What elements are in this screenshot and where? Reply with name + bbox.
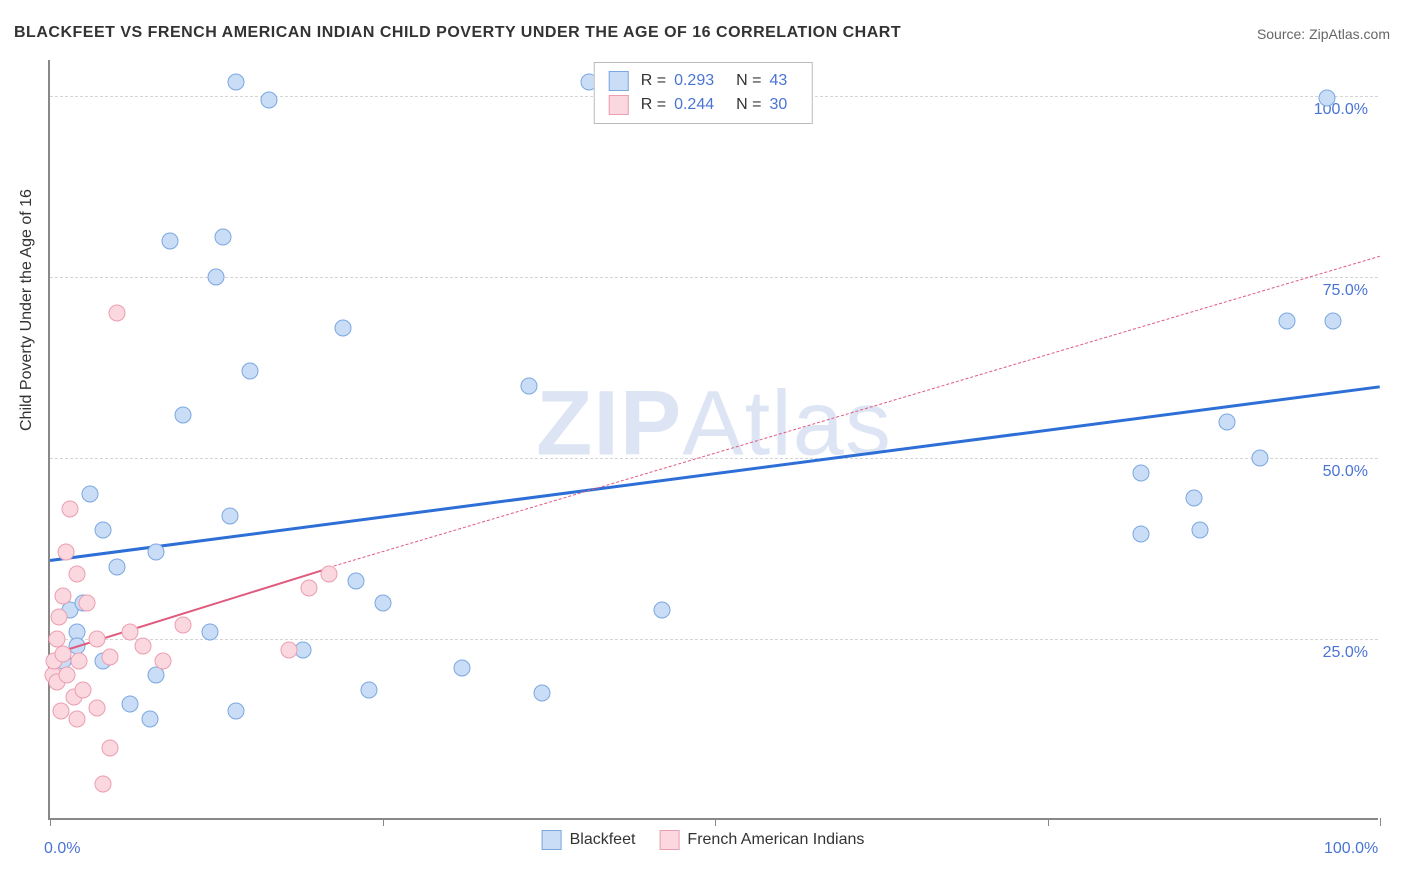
data-point (321, 565, 338, 582)
data-point (95, 775, 112, 792)
data-point (228, 703, 245, 720)
data-point (81, 486, 98, 503)
gridline (50, 458, 1378, 459)
x-tick (1048, 818, 1049, 826)
data-point (95, 522, 112, 539)
x-tick (715, 818, 716, 826)
data-point (51, 609, 68, 626)
series-legend: Blackfeet French American Indians (536, 830, 871, 850)
data-point (68, 710, 85, 727)
data-point (1318, 89, 1335, 106)
data-point (161, 232, 178, 249)
data-point (1192, 522, 1209, 539)
x-axis-max-label: 100.0% (1324, 840, 1378, 858)
data-point (55, 645, 72, 662)
data-point (1132, 464, 1149, 481)
data-point (208, 269, 225, 286)
data-point (334, 319, 351, 336)
plot-area: ZIPAtlas 25.0%50.0%75.0%100.0% (48, 60, 1378, 820)
legend-swatch (609, 71, 629, 91)
data-point (121, 623, 138, 640)
data-point (148, 667, 165, 684)
data-point (228, 73, 245, 90)
data-point (155, 652, 172, 669)
legend-item: French American Indians (659, 830, 864, 850)
data-point (454, 660, 471, 677)
data-point (52, 703, 69, 720)
stats-legend-row: R =0.244N =30 (609, 93, 798, 117)
stats-legend-row: R =0.293N =43 (609, 69, 798, 93)
watermark: ZIPAtlas (536, 371, 892, 476)
data-point (141, 710, 158, 727)
legend-swatch (659, 830, 679, 850)
stats-legend: R =0.293N =43R =0.244N =30 (594, 62, 813, 124)
data-point (281, 641, 298, 658)
data-point (88, 699, 105, 716)
legend-label: French American Indians (687, 831, 864, 849)
data-point (261, 91, 278, 108)
y-tick-label: 25.0% (1323, 644, 1368, 662)
x-tick (383, 818, 384, 826)
data-point (653, 602, 670, 619)
data-point (55, 587, 72, 604)
x-axis-min-label: 0.0% (44, 840, 80, 858)
data-point (1185, 489, 1202, 506)
data-point (88, 631, 105, 648)
legend-label: Blackfeet (570, 831, 636, 849)
data-point (241, 363, 258, 380)
trend-line (50, 386, 1380, 563)
gridline (50, 277, 1378, 278)
y-tick-label: 75.0% (1323, 282, 1368, 300)
data-point (148, 544, 165, 561)
legend-swatch (609, 95, 629, 115)
data-point (135, 638, 152, 655)
data-point (175, 406, 192, 423)
data-point (347, 573, 364, 590)
legend-swatch (542, 830, 562, 850)
gridline (50, 639, 1378, 640)
data-point (108, 558, 125, 575)
source-label: Source: ZipAtlas.com (1257, 26, 1390, 42)
data-point (361, 681, 378, 698)
data-point (57, 544, 74, 561)
data-point (1325, 312, 1342, 329)
legend-item: Blackfeet (542, 830, 636, 850)
data-point (520, 377, 537, 394)
data-point (68, 565, 85, 582)
correlation-scatter-chart: BLACKFEET VS FRENCH AMERICAN INDIAN CHIL… (0, 0, 1406, 892)
data-point (1278, 312, 1295, 329)
data-point (121, 696, 138, 713)
trend-line (329, 255, 1380, 567)
data-point (108, 305, 125, 322)
data-point (1132, 526, 1149, 543)
data-point (214, 229, 231, 246)
data-point (221, 508, 238, 525)
data-point (79, 594, 96, 611)
y-axis-label: Child Poverty Under the Age of 16 (18, 189, 36, 431)
data-point (1252, 450, 1269, 467)
data-point (175, 616, 192, 633)
data-point (301, 580, 318, 597)
y-tick-label: 50.0% (1323, 463, 1368, 481)
data-point (201, 623, 218, 640)
data-point (534, 685, 551, 702)
data-point (59, 667, 76, 684)
data-point (61, 500, 78, 517)
data-point (374, 594, 391, 611)
x-tick (50, 818, 51, 826)
data-point (101, 739, 118, 756)
chart-title: BLACKFEET VS FRENCH AMERICAN INDIAN CHIL… (14, 24, 901, 42)
x-tick (1380, 818, 1381, 826)
data-point (75, 681, 92, 698)
data-point (101, 649, 118, 666)
data-point (1219, 413, 1236, 430)
data-point (71, 652, 88, 669)
